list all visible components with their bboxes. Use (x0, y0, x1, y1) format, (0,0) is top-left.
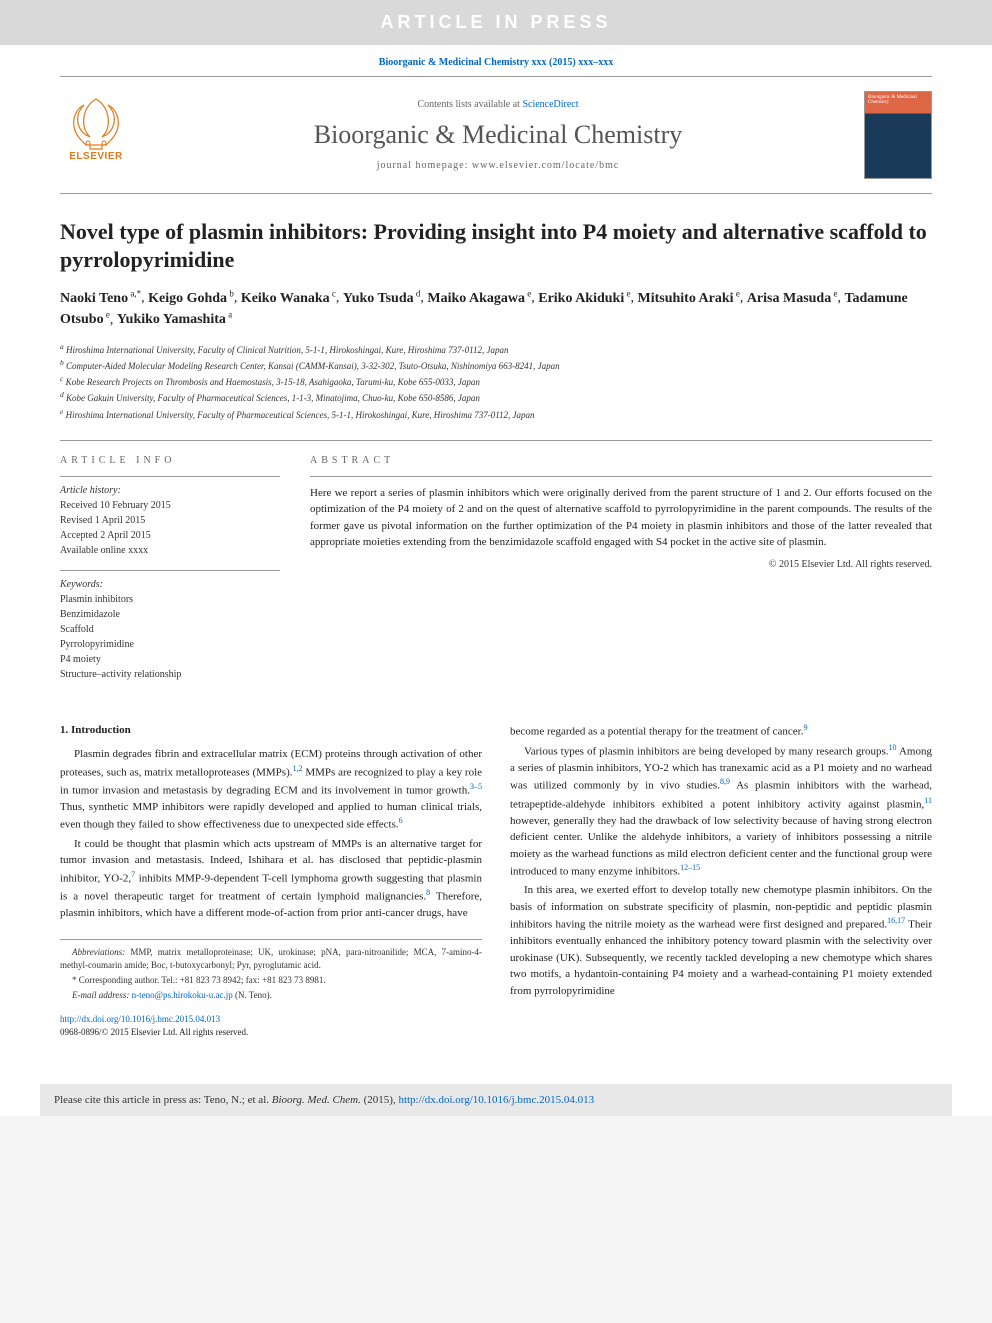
corr-text: Tel.: +81 823 73 8942; fax: +81 823 73 8… (161, 975, 325, 985)
issn-copyright: 0968-0896/© 2015 Elsevier Ltd. All right… (60, 1027, 248, 1037)
contents-line: Contents lists available at ScienceDirec… (148, 99, 848, 110)
reference-superscript[interactable]: 10 (889, 743, 897, 752)
abstract-text: Here we report a series of plasmin inhib… (310, 476, 932, 551)
journal-name: Bioorganic & Medicinal Chemistry (148, 120, 848, 150)
reference-superscript[interactable]: 7 (131, 870, 135, 879)
keyword: P4 moiety (60, 652, 280, 667)
affiliation-line: e Hiroshima International University, Fa… (60, 407, 932, 422)
elsevier-label: ELSEVIER (69, 151, 122, 162)
abbreviations-footnote: Abbreviations: MMP, matrix metalloprotei… (60, 946, 482, 972)
author: Yuko Tsuda d (343, 291, 420, 306)
homepage-prefix: journal homepage: (377, 160, 472, 171)
header-center: Contents lists available at ScienceDirec… (148, 99, 848, 171)
abstract-column: ABSTRACT Here we report a series of plas… (310, 455, 932, 694)
top-citation: Bioorganic & Medicinal Chemistry xxx (20… (0, 45, 992, 76)
cite-year: (2015), (361, 1094, 399, 1106)
sciencedirect-link[interactable]: ScienceDirect (522, 99, 578, 110)
left-column: 1. Introduction Plasmin degrades fibrin … (60, 722, 482, 1040)
reference-superscript[interactable]: 8 (426, 888, 430, 897)
reference-superscript[interactable]: 1,2 (293, 764, 303, 773)
introduction-heading: 1. Introduction (60, 722, 482, 739)
author: Eriko Akiduki e (538, 291, 630, 306)
email-link[interactable]: n-teno@ps.hirokoku-u.ac.jp (132, 990, 233, 1000)
email-footnote: E-mail address: n-teno@ps.hirokoku-u.ac.… (60, 989, 482, 1002)
journal-cover-thumbnail: Bioorganic & Medicinal Chemistry (864, 91, 932, 179)
author: Arisa Masuda e (747, 291, 838, 306)
contents-prefix: Contents lists available at (417, 99, 522, 110)
homepage-url[interactable]: www.elsevier.com/locate/bmc (472, 160, 619, 171)
email-label: E-mail address: (72, 990, 132, 1000)
keyword: Plasmin inhibitors (60, 592, 280, 607)
article-info-header: ARTICLE INFO (60, 455, 280, 466)
body-text-columns: 1. Introduction Plasmin degrades fibrin … (60, 722, 932, 1040)
footnotes: Abbreviations: MMP, matrix metalloprotei… (60, 939, 482, 1002)
reference-superscript[interactable]: 3–5 (470, 782, 482, 791)
keyword: Pyrrolopyrimidine (60, 637, 280, 652)
reference-superscript[interactable]: 11 (924, 796, 932, 805)
article-title: Novel type of plasmin inhibitors: Provid… (60, 218, 932, 273)
article-body: Novel type of plasmin inhibitors: Provid… (0, 194, 992, 1070)
affiliation-list: a Hiroshima International University, Fa… (60, 342, 932, 421)
keywords-label: Keywords: (60, 577, 280, 592)
body-paragraph: Various types of plasmin inhibitors are … (510, 742, 932, 881)
journal-header: ELSEVIER Contents lists available at Sci… (60, 76, 932, 194)
affiliation-line: c Kobe Research Projects on Thrombosis a… (60, 374, 932, 389)
affiliation-line: d Kobe Gakuin University, Faculty of Pha… (60, 390, 932, 405)
homepage-line: journal homepage: www.elsevier.com/locat… (148, 160, 848, 171)
abstract-header: ABSTRACT (310, 455, 932, 466)
history-line: Received 10 February 2015 (60, 498, 280, 513)
cite-prefix: Please cite this article in press as: Te… (54, 1094, 272, 1106)
keyword: Benzimidazole (60, 607, 280, 622)
elsevier-logo: ELSEVIER (60, 95, 132, 175)
affiliation-line: b Computer-Aided Molecular Modeling Rese… (60, 358, 932, 373)
body-paragraph: In this area, we exerted effort to devel… (510, 882, 932, 999)
keyword: Scaffold (60, 622, 280, 637)
info-abstract-row: ARTICLE INFO Article history: Received 1… (60, 440, 932, 694)
author-list: Naoki Teno a,*, Keigo Gohda b, Keiko Wan… (60, 287, 932, 330)
article-history: Article history: Received 10 February 20… (60, 476, 280, 558)
article-info-column: ARTICLE INFO Article history: Received 1… (60, 455, 280, 694)
author: Keiko Wanaka c (241, 291, 336, 306)
history-line: Available online xxxx (60, 543, 280, 558)
reference-superscript[interactable]: 6 (399, 816, 403, 825)
article-page: ARTICLE IN PRESS Bioorganic & Medicinal … (0, 0, 992, 1116)
body-paragraph: It could be thought that plasmin which a… (60, 836, 482, 922)
affiliation-line: a Hiroshima International University, Fa… (60, 342, 932, 357)
right-column: become regarded as a potential therapy f… (510, 722, 932, 1040)
reference-superscript[interactable]: 16,17 (887, 916, 905, 925)
keywords-block: Keywords: Plasmin inhibitorsBenzimidazol… (60, 570, 280, 682)
keyword: Structure–activity relationship (60, 667, 280, 682)
history-label: Article history: (60, 483, 280, 498)
reference-superscript[interactable]: 8,9 (720, 777, 730, 786)
cite-doi-link[interactable]: http://dx.doi.org/10.1016/j.bmc.2015.04.… (398, 1094, 594, 1106)
abstract-copyright: © 2015 Elsevier Ltd. All rights reserved… (310, 559, 932, 570)
reference-superscript[interactable]: 9 (804, 723, 808, 732)
cover-thumb-title: Bioorganic & Medicinal Chemistry (868, 95, 928, 105)
doi-link[interactable]: http://dx.doi.org/10.1016/j.bmc.2015.04.… (60, 1014, 220, 1024)
corresponding-author-footnote: * Corresponding author. Tel.: +81 823 73… (60, 974, 482, 987)
article-in-press-banner: ARTICLE IN PRESS (0, 0, 992, 45)
author: Naoki Teno a,* (60, 291, 141, 306)
body-paragraph: become regarded as a potential therapy f… (510, 722, 932, 740)
email-suffix: (N. Teno). (233, 990, 272, 1000)
doi-block: http://dx.doi.org/10.1016/j.bmc.2015.04.… (60, 1013, 482, 1040)
author: Maiko Akagawa e (427, 291, 531, 306)
corr-label: * Corresponding author. (72, 975, 161, 985)
history-line: Revised 1 April 2015 (60, 513, 280, 528)
author: Yukiko Yamashita a (117, 312, 232, 327)
author: Mitsuhito Araki e (637, 291, 739, 306)
body-paragraph: Plasmin degrades fibrin and extracellula… (60, 746, 482, 833)
elsevier-tree-icon (66, 95, 126, 151)
abbrev-label: Abbreviations: (72, 947, 125, 957)
citation-box: Please cite this article in press as: Te… (40, 1084, 952, 1116)
history-line: Accepted 2 April 2015 (60, 528, 280, 543)
cite-journal: Bioorg. Med. Chem. (272, 1094, 361, 1106)
author: Keigo Gohda b (148, 291, 234, 306)
reference-superscript[interactable]: 12–15 (680, 863, 700, 872)
